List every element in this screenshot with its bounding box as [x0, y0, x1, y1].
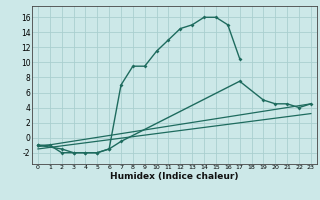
X-axis label: Humidex (Indice chaleur): Humidex (Indice chaleur)	[110, 172, 239, 181]
